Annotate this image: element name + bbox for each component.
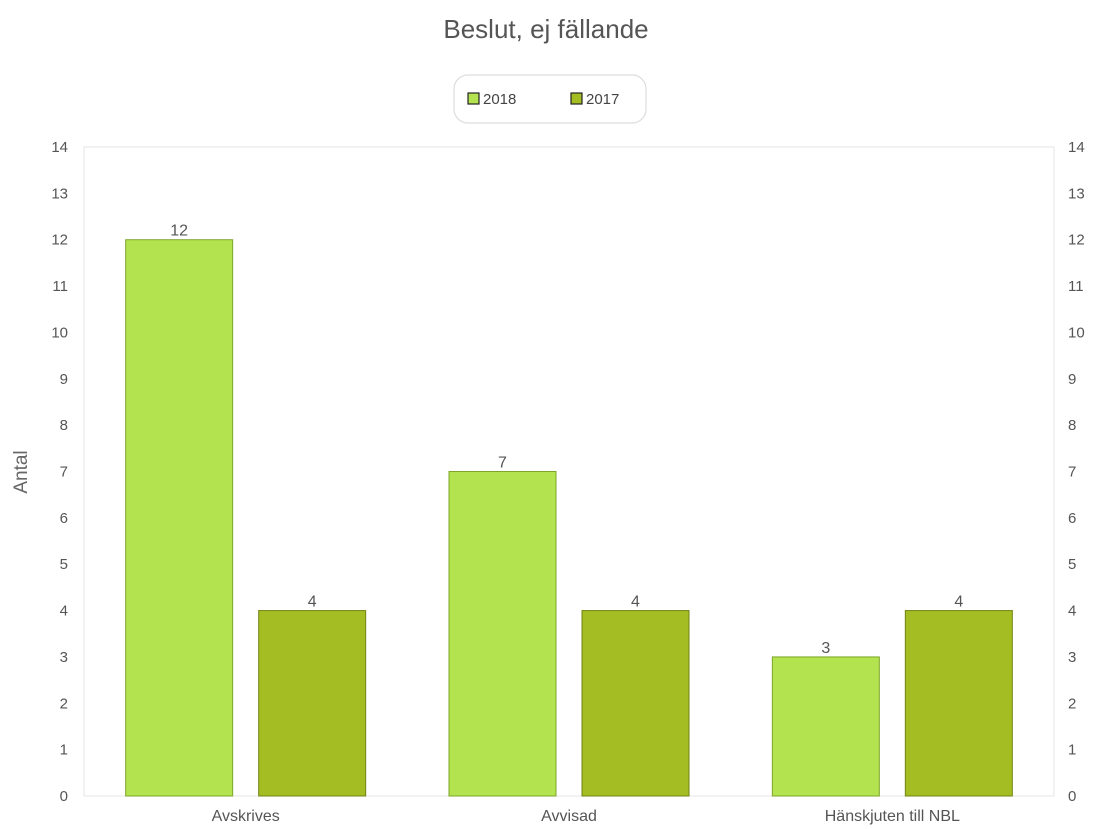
bars [125,239,1013,797]
chart-title: Beslut, ej fällande [443,14,648,44]
plot-frame [83,146,1055,797]
y-tick-label-right: 0 [1068,788,1076,805]
bar-2017-0 [258,610,367,797]
bar-2017-1 [581,610,690,797]
y-tick-label-left: 11 [52,278,68,295]
legend-swatch-2017 [570,92,583,105]
y-axis-title: Antal [11,450,32,493]
y-tick-label-left: 9 [60,371,68,388]
data-label: 4 [631,594,640,611]
y-tick-label-right: 3 [1068,649,1076,666]
y-tick-label-left: 1 [60,742,68,759]
legend: 2018 2017 [453,74,647,124]
legend-label-2017: 2017 [586,91,619,108]
data-label: 12 [170,223,188,240]
y-tick-label-left: 6 [60,510,68,527]
y-tick-label-right: 13 [1068,185,1085,202]
data-label: 3 [821,640,830,657]
y-tick-label-left: 0 [60,788,68,805]
y-tick-label-left: 7 [60,464,68,481]
y-tick-label-left: 2 [60,695,68,712]
data-label: 4 [308,594,317,611]
y-tick-label-left: 10 [51,324,68,341]
y-tick-label-right: 2 [1068,695,1076,712]
y-tick-label-right: 8 [1068,417,1076,434]
data-labels: 12 4 7 4 3 4 [170,223,963,657]
y-tick-label-left: 5 [60,556,68,573]
y-tick-label-right: 11 [1068,278,1084,295]
y-tick-label-left: 13 [51,185,68,202]
data-label: 4 [954,594,963,611]
legend-label-2018: 2018 [483,91,516,108]
bar-2018-1 [448,471,557,797]
data-label: 7 [498,455,507,472]
y-tick-label-left: 12 [51,232,68,249]
bar-2018-2 [771,656,880,797]
y-tick-label-right: 12 [1068,232,1085,249]
y-tick-label-right: 1 [1068,742,1076,759]
bar-2018-0 [125,239,234,797]
y-tick-label-right: 14 [1068,139,1085,156]
bar-2017-2 [904,610,1013,797]
y-tick-label-right: 4 [1068,603,1076,620]
x-category-label: Avvisad [541,808,597,825]
y-tick-label-left: 4 [60,603,68,620]
x-axis-categories: Avskrives Avvisad Hänskjuten till NBL [212,808,960,825]
y-tick-label-right: 10 [1068,324,1085,341]
y-tick-label-right: 9 [1068,371,1076,388]
y-tick-label-left: 8 [60,417,68,434]
y-tick-label-left: 3 [60,649,68,666]
x-category-label: Hänskjuten till NBL [825,808,960,825]
y-tick-label-right: 6 [1068,510,1076,527]
x-category-label: Avskrives [212,808,280,825]
legend-swatch-2018 [467,92,480,105]
y-tick-label-right: 7 [1068,464,1076,481]
legend-box [453,74,647,124]
y-tick-label-left: 14 [51,139,68,156]
y-tick-label-right: 5 [1068,556,1076,573]
